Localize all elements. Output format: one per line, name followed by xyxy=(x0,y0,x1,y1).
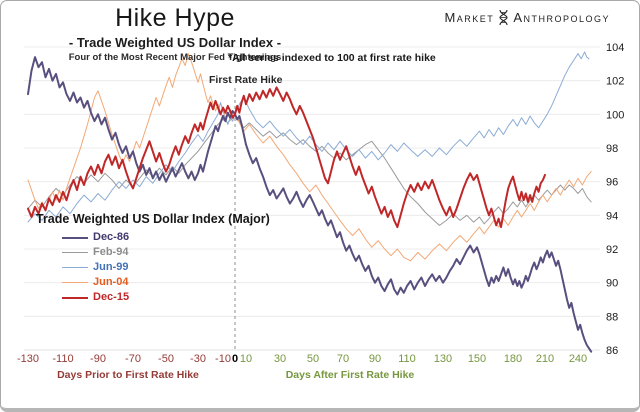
x-tick-label: 10 xyxy=(240,353,252,365)
series-line-Dec-86 xyxy=(27,56,593,353)
y-tick-label: 94 xyxy=(606,210,618,222)
x-tick-label: -130 xyxy=(17,353,39,365)
first-rate-hike-label: First Rate Hike xyxy=(209,74,283,86)
brand-word-market: Market xyxy=(444,10,495,25)
legend-item: Jun-99 xyxy=(36,260,270,275)
chart-subtitle: - Trade Weighted US Dollar Index - xyxy=(68,35,282,50)
legend-item: Dec-15 xyxy=(36,290,270,305)
x-tick-label: 110 xyxy=(398,353,416,365)
page-title: Hike Hype xyxy=(115,4,235,32)
legend-label: Jun-04 xyxy=(93,276,129,288)
legend-title: Trade Weighted US Dollar Index (Major) xyxy=(36,212,270,226)
dna-helix-icon xyxy=(498,9,509,26)
y-tick-label: 100 xyxy=(606,109,624,121)
x-axis-title-after: Days After First Rate Hike xyxy=(285,369,415,381)
x-tick-label: 0 xyxy=(232,353,238,365)
x-tick-label: -70 xyxy=(125,353,141,365)
legend-item: Dec-86 xyxy=(36,230,270,245)
x-tick-label: 240 xyxy=(569,353,587,365)
legend-label: Jun-99 xyxy=(93,261,129,273)
legend-swatch xyxy=(62,296,88,299)
y-tick-label: 92 xyxy=(606,244,618,256)
legend-swatch xyxy=(62,252,88,253)
legend-label: Dec-15 xyxy=(93,291,130,303)
y-tick-label: 88 xyxy=(606,311,618,323)
legend-label: Dec-86 xyxy=(93,231,130,243)
brand-logo: Market Anthropology xyxy=(444,9,610,26)
y-tick-label: 96 xyxy=(606,177,618,189)
chart-tagline: Four of the Most Recent Major Fed Tighte… xyxy=(68,52,282,63)
series-line-Dec-15 xyxy=(27,86,546,229)
x-axis-title-prior: Days Prior to First Rate Hike xyxy=(57,369,199,381)
x-tick-label: -50 xyxy=(158,353,174,365)
legend-swatch xyxy=(62,267,88,268)
x-tick-label: 70 xyxy=(337,353,349,365)
legend: Trade Weighted US Dollar Index (Major) D… xyxy=(36,212,270,305)
y-tick-label: 90 xyxy=(606,278,618,290)
brand-word-anthropology: Anthropology xyxy=(513,10,610,25)
x-tick-label: -30 xyxy=(190,353,206,365)
legend-label: Feb-94 xyxy=(93,246,129,258)
legend-item: Jun-04 xyxy=(36,275,270,290)
series-line-Feb-94 xyxy=(27,113,592,226)
x-tick-label: 210 xyxy=(536,353,554,365)
x-tick-label: 90 xyxy=(369,353,381,365)
legend-rows: Dec-86 Feb-94 Jun-99 Jun-04 Dec-15 xyxy=(36,230,270,305)
title-block: Hike Hype - Trade Weighted US Dollar Ind… xyxy=(30,4,320,63)
series-line-Jun-99 xyxy=(27,51,590,223)
x-tick-label: 130 xyxy=(434,353,452,365)
legend-swatch xyxy=(62,236,88,239)
x-tick-label: -90 xyxy=(90,353,106,365)
legend-swatch xyxy=(62,282,88,283)
y-tick-label: 86 xyxy=(606,345,618,357)
x-tick-label: 150 xyxy=(468,353,486,365)
x-tick-label: 30 xyxy=(274,353,286,365)
x-tick-label: -110 xyxy=(52,353,73,365)
y-tick-label: 98 xyxy=(606,143,618,155)
y-tick-label: 104 xyxy=(606,42,624,54)
x-tick-label: 180 xyxy=(504,353,522,365)
x-tick-label: -10 xyxy=(215,353,231,365)
index-note: *All series indexed to 100 at first rate… xyxy=(228,52,436,64)
legend-item: Feb-94 xyxy=(36,245,270,260)
y-tick-label: 102 xyxy=(606,76,624,88)
x-tick-label: 50 xyxy=(307,353,319,365)
